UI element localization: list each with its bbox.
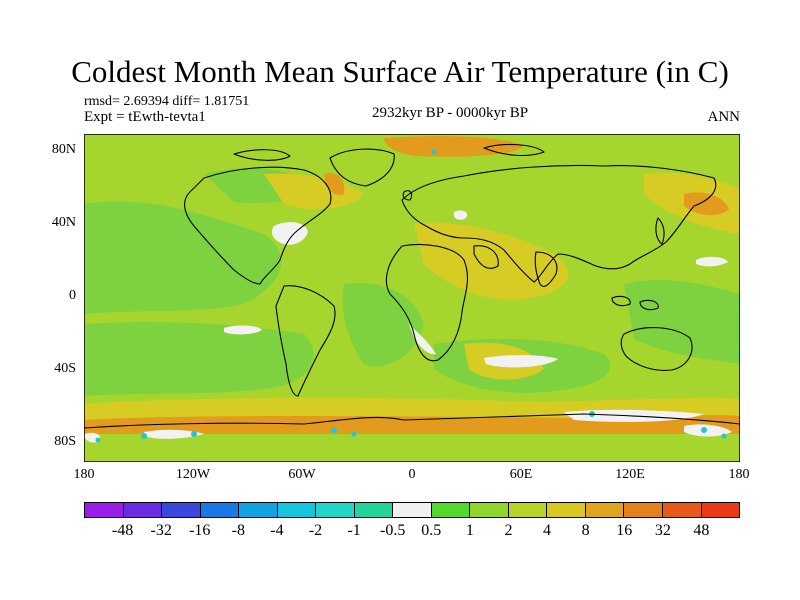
x-tick-label: 60E: [509, 467, 533, 482]
colorbar-label: -2: [308, 522, 323, 539]
colorbar-swatch: [316, 503, 355, 517]
colorbar-label: 2: [504, 522, 513, 539]
y-tick-label: 40N: [51, 215, 76, 230]
colorbar-label: 8: [581, 522, 590, 539]
colorbar-swatch: [624, 503, 663, 517]
x-tick-label: 180: [728, 467, 750, 482]
y-tick-label: 40S: [54, 361, 76, 376]
colorbar-label: -1: [347, 522, 361, 539]
x-tick-label: 60W: [288, 467, 316, 482]
temperature-map: [84, 134, 740, 462]
figure-title: Coldest Month Mean Surface Air Temperatu…: [71, 54, 729, 89]
x-tick-label: 0: [408, 467, 416, 482]
experiment-label: Expt = tEwth-tevta1: [84, 109, 206, 125]
colorbar-label: -8: [231, 522, 245, 539]
colorbar-label: -4: [270, 522, 284, 539]
colorbar-label: -0.5: [380, 522, 406, 539]
y-tick-label: 80S: [54, 434, 76, 449]
colorbar-label: 0.5: [421, 522, 442, 539]
colorbar-swatch: [431, 503, 471, 517]
colorbar-swatch: [470, 503, 509, 517]
colorbar-label: -16: [189, 522, 211, 539]
cyan-negative-regions: [95, 149, 727, 443]
colorbar-swatch: [123, 503, 163, 517]
colorbar-swatch: [239, 503, 278, 517]
colorbar-label: 1: [465, 522, 474, 539]
colorbar-label: -32: [150, 522, 172, 539]
colorbar-swatch: [585, 503, 625, 517]
colorbar-swatch: [85, 503, 124, 517]
colorbar-swatch: [662, 503, 702, 517]
x-tick-label: 120W: [175, 467, 211, 482]
x-tick-label: 120E: [615, 467, 645, 482]
y-tick-label: 80N: [51, 142, 76, 157]
season-label: ANN: [707, 109, 741, 125]
colorbar-swatch: [393, 503, 432, 517]
colorbar-label: 16: [616, 522, 633, 539]
colorbar: [84, 502, 740, 518]
colorbar-swatch: [277, 503, 317, 517]
x-tick-label: 180: [73, 467, 95, 482]
rmsd-diff-stats: rmsd= 2.69394 diff= 1.81751: [84, 94, 250, 109]
colorbar-label: 48: [693, 522, 710, 539]
colorbar-swatch: [508, 503, 548, 517]
colorbar-swatch: [547, 503, 586, 517]
colorbar-label: 4: [543, 522, 552, 539]
y-tick-label: 0: [69, 288, 76, 303]
colorbar-swatch: [200, 503, 240, 517]
colorbar-swatch: [701, 503, 740, 517]
period-label: 2932kyr BP - 0000kyr BP: [371, 105, 529, 121]
colorbar-label: -48: [111, 522, 134, 539]
colorbar-label: 32: [654, 522, 671, 539]
white-regions: [84, 210, 732, 443]
coastlines: [84, 143, 740, 429]
colorbar-swatch: [162, 503, 201, 517]
colorbar-swatch: [354, 503, 394, 517]
